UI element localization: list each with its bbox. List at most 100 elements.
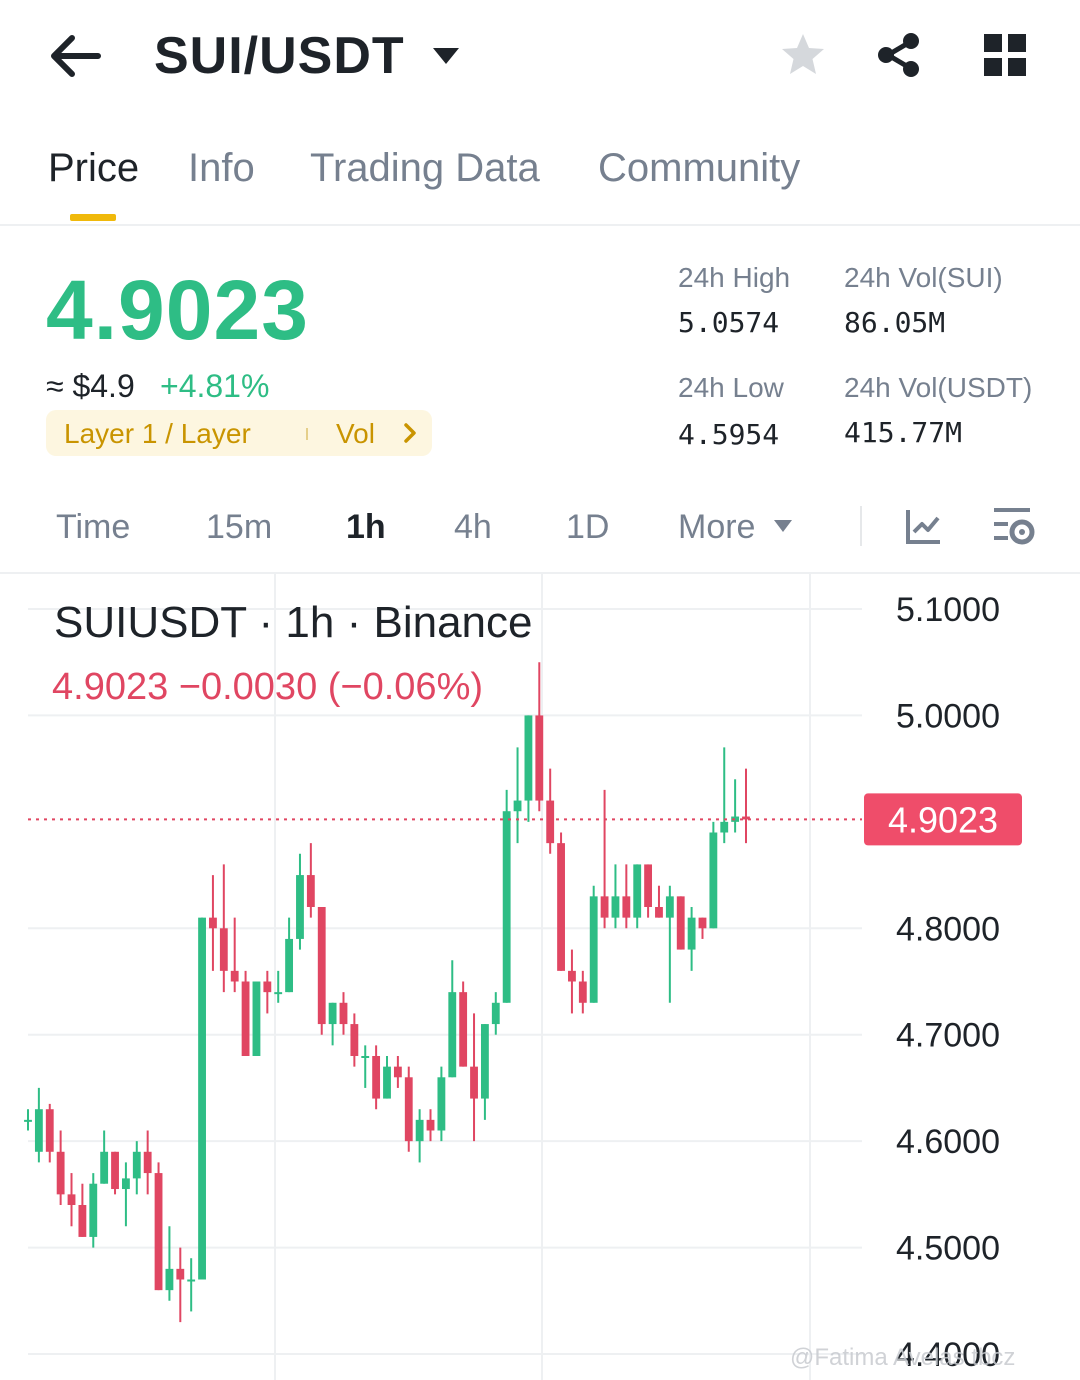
low-24h-label: 24h Low — [678, 372, 784, 403]
candle-body-down — [263, 981, 272, 993]
candle-body-down — [426, 1119, 435, 1131]
timeframe-time[interactable]: Time — [56, 508, 131, 546]
last-price-badge — [864, 793, 1022, 846]
candle-body-up — [611, 896, 620, 918]
candle-body-down — [698, 917, 707, 929]
y-axis-tick-label: 4.6000 — [896, 1123, 1000, 1161]
candle-body-up — [502, 811, 511, 1003]
last-price-badge-label: 4.9023 — [888, 799, 998, 840]
candle-body-down — [154, 1173, 163, 1291]
candle-body-down — [209, 917, 217, 929]
y-axis-tick-label: 4.8000 — [896, 910, 1000, 948]
tab-trading-data[interactable]: Trading Data — [310, 146, 540, 190]
timeframe-4h[interactable]: 4h — [454, 508, 492, 546]
vol-base-label: 24h Vol(SUI) — [844, 262, 1003, 293]
candle-body-up — [589, 896, 598, 1003]
candle-body-up — [34, 1109, 43, 1152]
candle-body-down — [644, 864, 653, 907]
candle-body-up — [448, 992, 457, 1078]
candle-body-down — [655, 907, 663, 918]
candle-body-down — [56, 1151, 65, 1195]
candle-body-up — [709, 832, 718, 929]
active-tab-indicator — [70, 214, 116, 221]
candle-body-up — [524, 715, 533, 801]
candle-body-down — [470, 1066, 478, 1099]
timeframe-1d[interactable]: 1D — [566, 508, 610, 546]
grid-icon[interactable] — [982, 32, 1028, 78]
candle-body-down — [45, 1109, 54, 1152]
candle-body-up — [274, 992, 283, 995]
candle-body-down — [317, 907, 326, 1025]
candle-body-up — [415, 1119, 424, 1142]
low-24h-value: 4.5954 — [678, 418, 780, 451]
category-tag[interactable]: Layer 1 / Layer Vol — [46, 410, 432, 456]
y-axis-tick-label: 5.0000 — [896, 697, 1000, 735]
vol-quote-label: 24h Vol(USDT) — [844, 372, 1033, 403]
candle-body-down — [350, 1024, 359, 1056]
candlestick-chart[interactable]: 5.1000 5.0000 4.8000 4.7000 4.6000 4.5000 4.40… — [0, 574, 1080, 1380]
chart-legend-ohlc: 4.9023 −0.0030 (−0.06%) — [52, 666, 484, 708]
tag-divider — [306, 428, 308, 440]
share-icon[interactable] — [874, 30, 924, 80]
candle-body-up — [513, 800, 522, 812]
chart-legend-title: SUIUSDT · 1h · Binance — [54, 598, 533, 647]
y-axis-tick-label: 4.5000 — [896, 1230, 1000, 1268]
candle-body-down — [306, 875, 315, 907]
candle-body-up — [687, 917, 696, 950]
candle-body-down — [600, 896, 609, 918]
candle-body-up — [720, 821, 729, 833]
candle-body-up — [165, 1268, 174, 1291]
category-tag-label: Layer 1 / Layer — [64, 418, 251, 449]
candle-body-down — [404, 1077, 413, 1142]
candle-body-down — [535, 715, 544, 801]
candle-body-down — [568, 970, 576, 982]
candle-body-down — [176, 1268, 185, 1280]
candle-body-down — [546, 800, 555, 844]
candle-body-down — [742, 816, 750, 820]
timeframe-15m[interactable]: 15m — [206, 508, 273, 546]
tab-info[interactable]: Info — [188, 146, 255, 190]
timeframe-more[interactable]: More — [678, 508, 756, 546]
tab-community[interactable]: Community — [598, 146, 801, 190]
candle-body-up — [100, 1151, 109, 1184]
timeframe-1h[interactable]: 1h — [346, 508, 386, 546]
category-tag-vol: Vol — [336, 418, 375, 449]
candle-body-up — [24, 1119, 32, 1122]
candle-body-down — [67, 1194, 76, 1205]
candle-body-up — [296, 875, 304, 939]
vol-base-value: 86.05M — [844, 306, 946, 339]
candle-body-up — [132, 1151, 141, 1179]
candle-body-up — [665, 896, 674, 918]
y-axis-tick-label: 5.1000 — [896, 591, 1000, 629]
star-icon[interactable] — [778, 30, 828, 80]
high-24h-label: 24h High — [678, 262, 791, 293]
caret-down-icon[interactable] — [772, 518, 794, 534]
tab-price[interactable]: Price — [48, 146, 140, 190]
candle-body-down — [372, 1056, 381, 1099]
pair-title[interactable]: SUI/USDT — [154, 27, 405, 85]
candle-body-down — [622, 896, 631, 918]
candle-body-up — [252, 981, 261, 1056]
candle-body-up — [89, 1183, 98, 1237]
usd-approx-price: ≈ $4.9 — [46, 368, 135, 404]
candle-body-up — [480, 1024, 489, 1099]
caret-down-icon[interactable] — [430, 44, 462, 68]
candle-body-up — [328, 1002, 337, 1025]
chart-canvas[interactable]: 5.1000 5.0000 4.8000 4.7000 4.6000 4.5000 4.40… — [0, 574, 1080, 1380]
candle-body-up — [491, 1002, 500, 1025]
high-24h-value: 5.0574 — [678, 306, 780, 339]
candle-body-up — [361, 1056, 370, 1058]
candle-body-down — [557, 843, 565, 971]
section-tabs: Price Info Trading Data Community — [0, 124, 1080, 226]
candle-body-up — [437, 1077, 446, 1131]
chart-type-icon[interactable] — [904, 506, 944, 546]
candle-body-down — [241, 981, 250, 1056]
chart-settings-icon[interactable] — [990, 504, 1038, 550]
candle-body-down — [230, 970, 239, 982]
candle-body-up — [121, 1178, 130, 1190]
chevron-right-icon — [400, 422, 420, 444]
back-arrow-icon[interactable] — [46, 28, 106, 84]
candle-body-down — [578, 981, 587, 1003]
candle-body-up — [187, 1279, 196, 1282]
candle-body-down — [78, 1205, 87, 1237]
